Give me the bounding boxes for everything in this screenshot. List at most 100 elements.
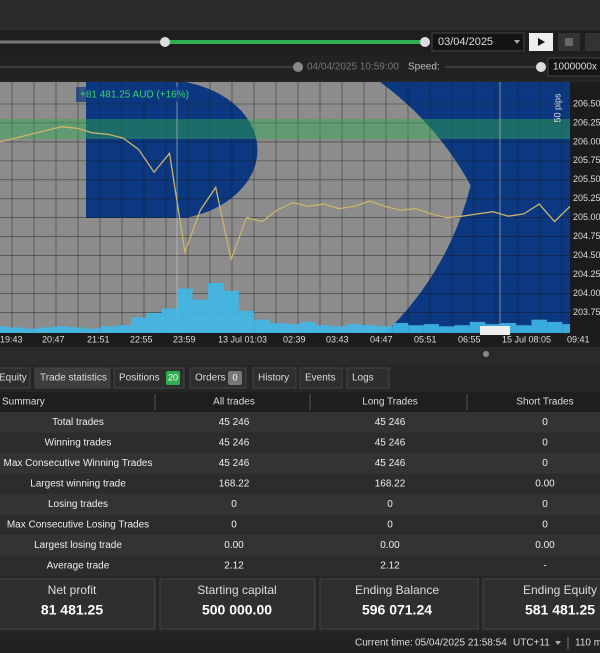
x-tick-label: 22:55 bbox=[130, 334, 153, 344]
slider-knob[interactable] bbox=[160, 37, 170, 47]
volume-bar bbox=[69, 327, 84, 333]
volume-bar bbox=[393, 323, 408, 333]
x-tick-label: 04:47 bbox=[370, 334, 393, 344]
volume-bar bbox=[100, 326, 115, 333]
table-cell: 0 bbox=[387, 499, 393, 510]
card-value: 596 071.24 bbox=[362, 602, 432, 618]
volume-bar bbox=[239, 311, 254, 333]
step-button[interactable] bbox=[585, 33, 600, 51]
volume-bar bbox=[54, 326, 69, 333]
table-cell: 0 bbox=[387, 520, 393, 531]
volume-bar bbox=[146, 313, 161, 333]
volume-bar bbox=[8, 327, 23, 333]
column-header: Summary bbox=[2, 397, 45, 408]
annotation: +81 481.25 AUD (+16%) bbox=[80, 90, 189, 101]
y-tick-label: 206.00 bbox=[573, 136, 600, 146]
table-cell: 168.22 bbox=[219, 479, 250, 490]
y-tick-label: 203.75 bbox=[573, 307, 600, 317]
tab-label: Logs bbox=[352, 373, 374, 384]
tabs: EquityTrade statisticsPositions20Orders0… bbox=[0, 368, 389, 388]
scrollbar bbox=[0, 347, 600, 365]
tab-badge-label: 0 bbox=[232, 372, 237, 382]
table-cell: 168.22 bbox=[375, 479, 406, 490]
y-tick-label: 204.75 bbox=[573, 231, 600, 241]
current-date: 04/04/2025 10:59:00 bbox=[307, 62, 399, 73]
card-label: Ending Balance bbox=[355, 583, 439, 597]
volume-bar bbox=[316, 325, 331, 333]
table-cell: 0 bbox=[542, 438, 548, 449]
volume-bar bbox=[270, 323, 285, 333]
status-timezone: UTC+11 bbox=[513, 638, 550, 649]
summary-cards: Net profit81 481.25Starting capital500 0… bbox=[0, 579, 600, 629]
table-cell: 0 bbox=[542, 520, 548, 531]
y-tick-label: 206.50 bbox=[573, 98, 600, 108]
table-cell: Average trade bbox=[47, 561, 110, 572]
volume-bar bbox=[454, 325, 469, 333]
target-band bbox=[0, 119, 570, 139]
time-knob[interactable] bbox=[293, 62, 303, 72]
table-cell: Winning trades bbox=[45, 438, 112, 449]
table-cell: 0 bbox=[542, 499, 548, 510]
column-header: All trades bbox=[213, 397, 255, 408]
tab-badge-label: 20 bbox=[168, 372, 178, 382]
tab-label: Orders bbox=[195, 373, 226, 384]
y-tick-label: 204.25 bbox=[573, 269, 600, 279]
stats-table: SummaryAll tradesLong TradesShort Trades… bbox=[0, 392, 600, 576]
column-header: Long Trades bbox=[362, 397, 418, 408]
table-cell: 0 bbox=[542, 458, 548, 469]
volume-bar bbox=[193, 300, 208, 333]
status-label: Current time: bbox=[355, 638, 413, 649]
volume-bar bbox=[116, 325, 131, 333]
volume-bar bbox=[223, 291, 238, 333]
stop-icon bbox=[565, 38, 573, 46]
x-tick-label: 19:43 bbox=[0, 334, 23, 344]
volume-bar bbox=[547, 322, 562, 333]
table-cell: 0.00 bbox=[224, 540, 244, 551]
y-tick-label: 205.00 bbox=[573, 212, 600, 222]
x-tick-label: 15 Jul 08:05 bbox=[502, 334, 551, 344]
volume-bar bbox=[208, 283, 223, 333]
table-cell: 45 246 bbox=[219, 438, 250, 449]
y-tick-label: 205.25 bbox=[573, 193, 600, 203]
y-tick-label: 205.75 bbox=[573, 155, 600, 165]
scroll-dot[interactable] bbox=[483, 351, 489, 357]
x-tick-label: 02:39 bbox=[283, 334, 306, 344]
volume-bar bbox=[300, 322, 315, 333]
status-time: 05/04/2025 21:58:54 bbox=[415, 638, 507, 649]
y-tick-label: 204.50 bbox=[573, 250, 600, 260]
scale-label: 50 pips bbox=[552, 93, 562, 123]
table-cell: Max Consecutive Losing Trades bbox=[7, 520, 149, 531]
card-value: 581 481.25 bbox=[525, 602, 595, 618]
table-cell: Total trades bbox=[52, 417, 104, 428]
y-tick-label: 204.00 bbox=[573, 288, 600, 298]
slider-knob[interactable] bbox=[420, 37, 430, 47]
volume-bar bbox=[424, 324, 439, 333]
x-tick-label: 09:41 bbox=[567, 334, 590, 344]
tab-label: Equity bbox=[0, 373, 27, 384]
volume-bar bbox=[347, 324, 362, 333]
table-cell: 0.00 bbox=[535, 540, 555, 551]
volume-bar bbox=[254, 320, 269, 333]
x-tick-label: 05:51 bbox=[414, 334, 437, 344]
table-cell: Largest losing trade bbox=[34, 540, 122, 551]
table-cell: 45 246 bbox=[375, 438, 406, 449]
volume-bar bbox=[331, 326, 346, 333]
table-cell: Losing trades bbox=[48, 499, 108, 510]
speed-knob[interactable] bbox=[536, 62, 546, 72]
card-label: Starting capital bbox=[197, 583, 276, 597]
table-cell: 0 bbox=[231, 520, 237, 531]
volume-bar bbox=[362, 325, 377, 333]
card-label: Net profit bbox=[48, 583, 97, 597]
table-cell: 45 246 bbox=[375, 458, 406, 469]
table-cell: - bbox=[543, 561, 546, 572]
x-tick-label: 23:59 bbox=[173, 334, 196, 344]
table-cell: Largest winning trade bbox=[30, 479, 126, 490]
speed-label: Speed: bbox=[408, 62, 440, 73]
table-header bbox=[0, 392, 600, 412]
volume-bar bbox=[531, 320, 546, 333]
tab-label: Events bbox=[305, 373, 336, 384]
status-extra: 110 m bbox=[575, 638, 600, 649]
volume-bar bbox=[85, 329, 100, 333]
table-cell: 0 bbox=[542, 417, 548, 428]
